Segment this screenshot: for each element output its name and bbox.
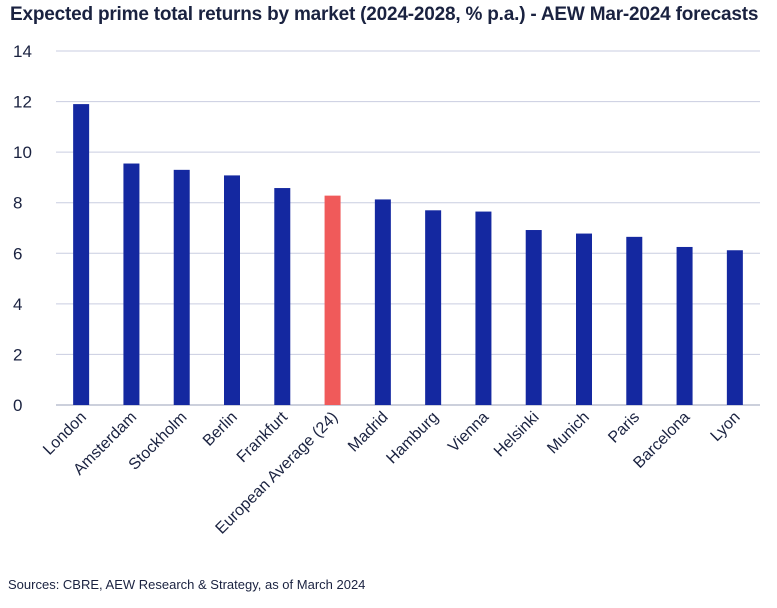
y-tick-label: 2: [13, 345, 22, 364]
y-tick-label: 0: [13, 396, 22, 415]
y-tick-label: 8: [13, 194, 22, 213]
y-tick-label: 14: [13, 42, 32, 61]
y-tick-label: 4: [13, 295, 22, 314]
x-category-label: Madrid: [345, 409, 392, 456]
y-axis-ticks: 0 2 4 6 8 10 12 14: [13, 42, 32, 415]
x-category-label: Helsinki: [491, 409, 543, 461]
y-tick-label: 6: [13, 244, 22, 263]
bar-stockholm: [173, 169, 190, 405]
y-tick-label: 12: [13, 93, 32, 112]
bar-munich: [576, 233, 592, 405]
y-tick-label: 10: [13, 143, 32, 162]
bar-frankfurt: [274, 188, 291, 405]
x-category-label: Munich: [544, 409, 592, 457]
bars: [73, 104, 743, 405]
bar-hamburg: [425, 210, 442, 405]
bar-berlin: [224, 175, 240, 405]
bar-amsterdam: [123, 163, 140, 405]
x-category-label: Berlin: [200, 409, 241, 450]
source-note: Sources: CBRE, AEW Research & Strategy, …: [8, 577, 366, 592]
bar-paris: [626, 236, 643, 405]
grid-lines: [56, 50, 760, 406]
bar-european-average-24: [324, 195, 341, 405]
bar-lyon: [726, 250, 743, 405]
x-category-label: London: [40, 409, 90, 459]
x-category-label: Hamburg: [383, 409, 442, 468]
bar-london: [73, 104, 90, 405]
bar-helsinki: [525, 230, 542, 405]
bar-madrid: [374, 199, 391, 405]
x-category-label: Paris: [605, 409, 643, 447]
x-category-label: Vienna: [445, 409, 492, 456]
bar-barcelona: [676, 246, 693, 405]
bar-vienna: [475, 211, 492, 405]
x-category-label: Lyon: [708, 409, 744, 445]
chart-title: Expected prime total returns by market (…: [10, 4, 759, 25]
